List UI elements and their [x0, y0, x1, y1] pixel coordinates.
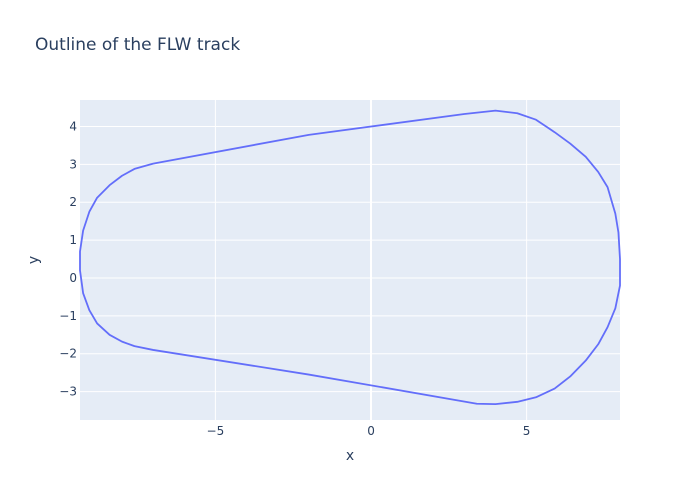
- y-tick-label: −1: [59, 309, 77, 323]
- y-axis-label: y: [26, 256, 42, 264]
- y-tick-label: −3: [59, 385, 77, 399]
- y-tick-label: −2: [59, 347, 77, 361]
- ticks: −5 0 5 −3 −2 −1 0 1 2 3 4: [59, 120, 530, 438]
- track-outline-line: [79, 109, 621, 405]
- y-tick-label: 1: [69, 233, 77, 247]
- chart-title: Outline of the FLW track: [35, 35, 240, 55]
- x-tick-label: 5: [523, 424, 531, 438]
- x-tick-label: 0: [367, 424, 375, 438]
- grid: [80, 100, 620, 420]
- y-tick-label: 2: [69, 195, 77, 209]
- x-tick-label: −5: [207, 424, 225, 438]
- y-tick-label: 0: [69, 271, 77, 285]
- plot-area: [80, 100, 620, 420]
- x-axis-label: x: [346, 448, 354, 464]
- y-tick-label: 4: [69, 120, 77, 134]
- y-tick-label: 3: [69, 157, 77, 171]
